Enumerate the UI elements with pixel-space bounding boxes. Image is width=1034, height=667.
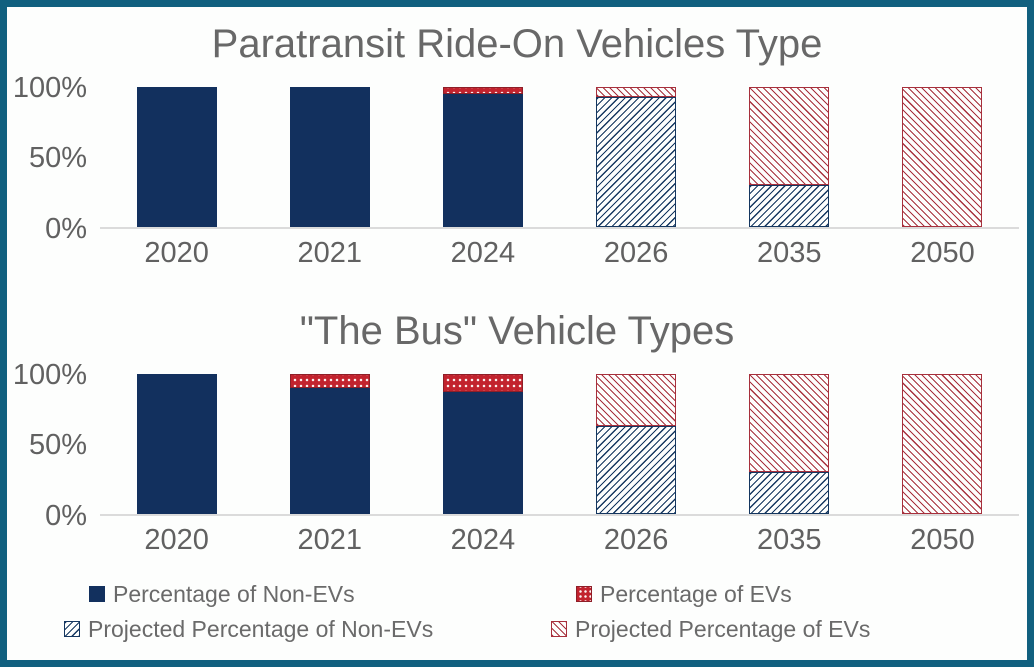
bar-segment-ev bbox=[442, 374, 523, 393]
bar-segment-proj_ev bbox=[596, 87, 677, 97]
y-axis: 100% 50% 0% bbox=[7, 74, 100, 244]
stacked-bar-2035 bbox=[749, 374, 830, 514]
bar-segment-non_ev bbox=[442, 392, 523, 514]
stacked-bar-2021 bbox=[289, 87, 370, 227]
y-axis-tick-0: 0% bbox=[45, 213, 87, 245]
stacked-bar-2050 bbox=[902, 374, 983, 514]
x-axis-label: 2026 bbox=[603, 237, 669, 269]
x-axis-label: 2026 bbox=[603, 524, 669, 556]
bar-segment-proj_non_ev bbox=[596, 96, 677, 227]
bar-segment-proj_ev bbox=[902, 87, 983, 227]
y-axis-tick-100: 100% bbox=[12, 359, 87, 391]
x-axis-label: 2035 bbox=[757, 524, 822, 556]
bar-slot-2050 bbox=[866, 87, 1019, 227]
legend-swatch-hatched-red-icon bbox=[551, 621, 567, 637]
bar-slot-2024 bbox=[406, 87, 559, 227]
legend: Percentage of Non-EVs Percentage of EVs … bbox=[7, 577, 1027, 646]
bar-segment-proj_ev bbox=[749, 374, 830, 472]
bar-slot-2021 bbox=[253, 87, 406, 227]
bar-segment-non_ev bbox=[289, 87, 370, 227]
y-axis-tick-50: 50% bbox=[28, 142, 87, 174]
bar-segment-proj_ev bbox=[902, 374, 983, 514]
stacked-bar-2050 bbox=[902, 87, 983, 227]
bar-slot-2035 bbox=[713, 374, 866, 514]
bar-slot-2020 bbox=[100, 87, 253, 227]
bar-segment-non_ev bbox=[442, 94, 523, 227]
bar-segment-non_ev bbox=[136, 87, 217, 227]
chart-the-bus: "The Bus" Vehicle Types 100% 50% 0% 2020… bbox=[7, 309, 1027, 556]
bar-segment-proj_non_ev bbox=[596, 425, 677, 514]
plot-area-paratransit bbox=[100, 87, 1019, 229]
legend-swatch-dotted-red-icon bbox=[576, 586, 592, 602]
legend-swatch-solid-navy-icon bbox=[89, 586, 105, 602]
bar-segment-proj_non_ev bbox=[749, 185, 830, 227]
legend-label: Projected Percentage of EVs bbox=[575, 616, 871, 642]
legend-swatch-hatched-navy-icon bbox=[64, 621, 80, 637]
y-axis-tick-0: 0% bbox=[45, 500, 87, 532]
legend-label: Projected Percentage of Non-EVs bbox=[88, 616, 434, 642]
bar-slot-2020 bbox=[100, 374, 253, 514]
x-axis-label: 2021 bbox=[297, 237, 363, 269]
legend-item-projected-non-evs: Projected Percentage of Non-EVs bbox=[64, 612, 551, 646]
bar-segment-non_ev bbox=[289, 388, 370, 514]
bar-slot-2026 bbox=[560, 87, 713, 227]
bar-segment-ev bbox=[289, 374, 370, 388]
x-axis-label: 2024 bbox=[450, 524, 516, 556]
stacked-bar-2020 bbox=[136, 374, 217, 514]
x-axis-label: 2020 bbox=[144, 237, 209, 269]
chart-title-the-bus: "The Bus" Vehicle Types bbox=[299, 309, 735, 353]
bar-slot-2050 bbox=[866, 374, 1019, 514]
bar-slot-2021 bbox=[253, 374, 406, 514]
x-axis-paratransit: 2020 2021 2024 2026 2035 2050 bbox=[100, 237, 1019, 269]
stacked-bar-2035 bbox=[749, 87, 830, 227]
bars-paratransit bbox=[100, 87, 1019, 227]
legend-item-evs: Percentage of EVs bbox=[551, 577, 1027, 611]
y-axis-tick-50: 50% bbox=[28, 429, 87, 461]
x-axis-label: 2050 bbox=[910, 237, 975, 269]
stacked-bar-2021 bbox=[289, 374, 370, 514]
bar-segment-proj_ev bbox=[749, 87, 830, 185]
legend-item-non-evs: Percentage of Non-EVs bbox=[64, 577, 551, 611]
y-axis: 100% 50% 0% bbox=[7, 361, 100, 531]
x-axis-label: 2050 bbox=[910, 524, 975, 556]
plot-area-the-bus bbox=[100, 374, 1019, 516]
chart-paratransit: Paratransit Ride-On Vehicles Type 100% 5… bbox=[7, 22, 1027, 269]
x-axis-label: 2021 bbox=[297, 524, 363, 556]
x-axis-label: 2020 bbox=[144, 524, 209, 556]
bar-segment-non_ev bbox=[136, 374, 217, 514]
chart-title-paratransit: Paratransit Ride-On Vehicles Type bbox=[211, 22, 823, 66]
stacked-bar-2024 bbox=[442, 374, 523, 514]
legend-label: Percentage of Non-EVs bbox=[113, 581, 355, 607]
x-axis-the-bus: 2020 2021 2024 2026 2035 2050 bbox=[100, 524, 1019, 556]
bar-segment-proj_ev bbox=[596, 374, 677, 426]
bars-the-bus bbox=[100, 374, 1019, 514]
legend-label: Percentage of EVs bbox=[600, 581, 792, 607]
bar-segment-proj_non_ev bbox=[749, 472, 830, 514]
x-axis-label: 2035 bbox=[757, 237, 822, 269]
bar-segment-ev bbox=[442, 87, 523, 94]
stacked-bar-2026 bbox=[596, 374, 677, 514]
stacked-bar-2020 bbox=[136, 87, 217, 227]
x-axis-label: 2024 bbox=[450, 237, 516, 269]
y-axis-tick-100: 100% bbox=[12, 72, 87, 104]
bar-slot-2026 bbox=[560, 374, 713, 514]
stacked-bar-2026 bbox=[596, 87, 677, 227]
bar-slot-2024 bbox=[406, 374, 559, 514]
legend-item-projected-evs: Projected Percentage of EVs bbox=[551, 612, 1027, 646]
bar-slot-2035 bbox=[713, 87, 866, 227]
stacked-bar-2024 bbox=[442, 87, 523, 227]
